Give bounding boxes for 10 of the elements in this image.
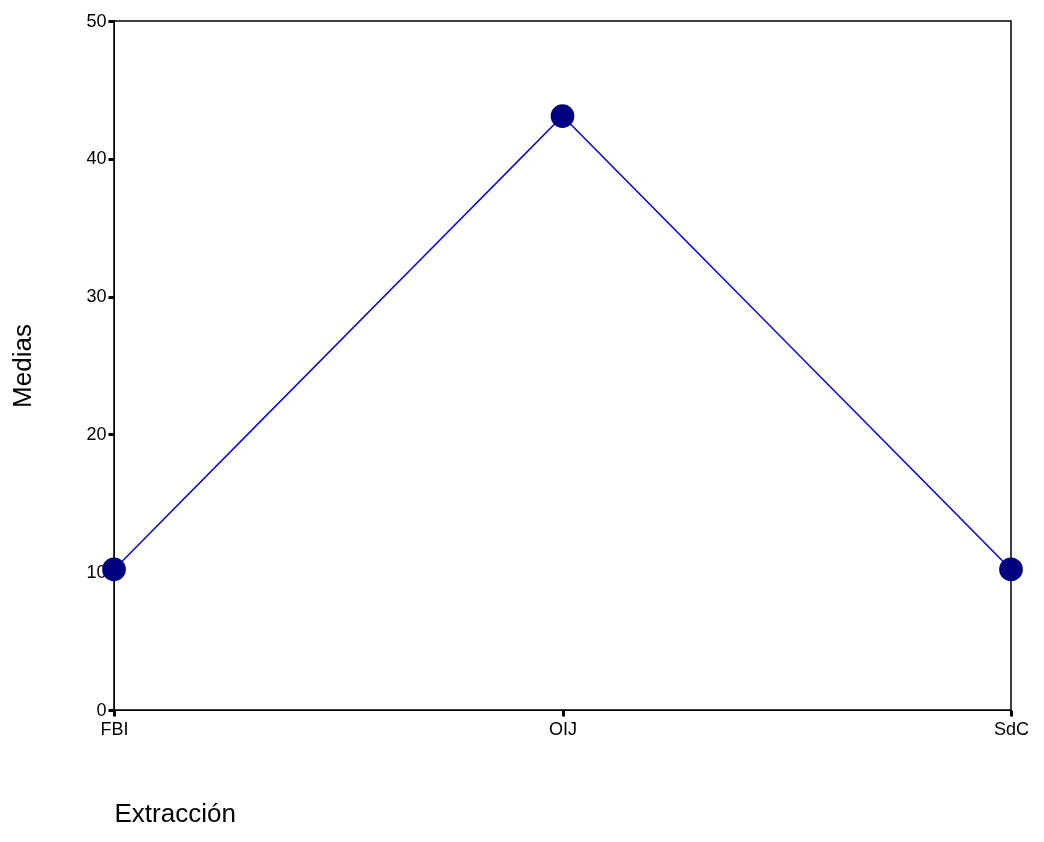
x-axis-title: Extracción <box>114 797 236 828</box>
y-tick-label: 30 <box>86 286 107 307</box>
x-tick-label: SdC <box>993 718 1030 739</box>
x-tick-label: OIJ <box>548 718 578 739</box>
y-tick-label: 50 <box>86 10 107 31</box>
x-tick-label: FBI <box>100 718 129 739</box>
y-tick-label: 40 <box>86 148 107 169</box>
y-axis-title: Medias <box>7 324 38 408</box>
y-tick-label: 0 <box>96 699 107 720</box>
y-tick-label: 20 <box>86 423 107 444</box>
